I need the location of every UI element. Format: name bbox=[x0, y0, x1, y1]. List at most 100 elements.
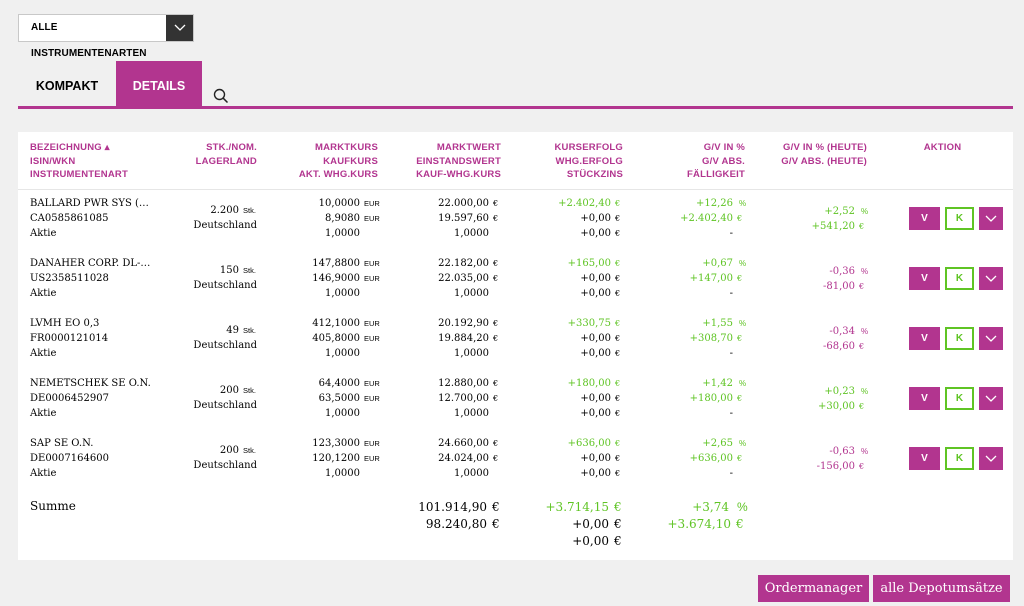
kurserfolg-unit: € bbox=[615, 379, 621, 388]
buy-button[interactable]: K bbox=[945, 447, 974, 470]
chevron-down-icon[interactable] bbox=[979, 207, 1003, 230]
kaufkurs-unit: EUR bbox=[364, 334, 380, 343]
kurs-cell: 64,4000 EUR 63,5000 EUR 1,0000 bbox=[280, 376, 380, 421]
sell-button[interactable]: V bbox=[909, 447, 940, 470]
einstand-unit: € bbox=[493, 214, 499, 223]
header-bezeichnung[interactable]: BEZEICHNUNG ▴ ISIN/WKN INSTRUMENTENART bbox=[30, 142, 128, 180]
buy-button[interactable]: K bbox=[945, 207, 974, 230]
whg-erfolg-unit: € bbox=[615, 334, 621, 343]
instrument-type: Aktie bbox=[30, 468, 57, 479]
faelligkeit: - bbox=[729, 288, 733, 299]
chevron-down-icon[interactable] bbox=[979, 267, 1003, 290]
instrument-type: Aktie bbox=[30, 228, 57, 239]
gv-heute-abs: -156,00 bbox=[816, 461, 855, 472]
kaufkurs-unit: EUR bbox=[364, 454, 380, 463]
whg-erfolg: +0,00 bbox=[580, 333, 611, 344]
marktwert-unit: € bbox=[493, 199, 499, 208]
einstandswert: 19.884,20 bbox=[438, 333, 489, 344]
einstand-unit: € bbox=[493, 334, 499, 343]
gv-heute-pct-unit: % bbox=[861, 267, 869, 276]
gv-heute-abs: +30,00 bbox=[817, 401, 855, 412]
faelligkeit: - bbox=[729, 348, 733, 359]
header-gv-heute[interactable]: G/V IN % (HEUTE) G/V ABS. (HEUTE) bbox=[781, 142, 867, 167]
kauf-whg-kurs: 1,0000 bbox=[454, 288, 489, 299]
whg-kurs: 1,0000 bbox=[325, 348, 360, 359]
faelligkeit: - bbox=[729, 228, 733, 239]
instrument-name[interactable]: LVMH EO 0,3 bbox=[30, 318, 100, 329]
whg-kurs: 1,0000 bbox=[325, 228, 360, 239]
erfolg-cell: +2.402,40 € +0,00 € +0,00 € bbox=[530, 196, 623, 241]
instrument-name[interactable]: SAP SE O.N. bbox=[30, 438, 94, 449]
gv-abs: +636,00 bbox=[689, 453, 733, 464]
gv-heute-pct: -0,34 bbox=[829, 326, 855, 337]
marktkurs-unit: EUR bbox=[364, 259, 380, 268]
chevron-down-icon[interactable] bbox=[979, 447, 1003, 470]
marktkurs-unit: EUR bbox=[364, 379, 380, 388]
buy-button[interactable]: K bbox=[945, 387, 974, 410]
tab-details[interactable]: DETAILS bbox=[116, 61, 202, 106]
gv-abs: +147,00 bbox=[689, 273, 733, 284]
stk-cell: 150 Stk. Deutschland bbox=[180, 263, 257, 293]
instrument-type-select[interactable]: ALLE INSTRUMENTENARTEN bbox=[18, 14, 194, 59]
marktwert: 22.182,00 bbox=[438, 258, 489, 269]
instrument-type: Aktie bbox=[30, 348, 57, 359]
search-icon[interactable] bbox=[212, 75, 230, 104]
sell-button[interactable]: V bbox=[909, 387, 940, 410]
header-stk[interactable]: STK./NOM. LAGERLAND bbox=[195, 142, 257, 167]
sell-button[interactable]: V bbox=[909, 207, 940, 230]
chevron-down-icon[interactable] bbox=[166, 15, 193, 41]
kurserfolg: +165,00 bbox=[567, 258, 611, 269]
depot-table-card bbox=[18, 132, 1013, 560]
instrument-type-label: ALLE INSTRUMENTENARTEN bbox=[31, 22, 147, 59]
marktwert-unit: € bbox=[493, 379, 499, 388]
gv-abs: +180,00 bbox=[689, 393, 733, 404]
gv-heute-pct: +2,52 bbox=[824, 206, 855, 217]
header-marktkurs[interactable]: MARKTKURS KAUFKURS AKT. WHG.KURS bbox=[298, 142, 378, 180]
gv-heute-abs: -68,60 bbox=[822, 341, 855, 352]
chevron-down-icon[interactable] bbox=[979, 387, 1003, 410]
row-actions: V K bbox=[909, 327, 1003, 350]
header-kurserfolg[interactable]: KURSERFOLG WHG.ERFOLG STÜCKZINS bbox=[554, 142, 623, 180]
sell-button[interactable]: V bbox=[909, 267, 940, 290]
instrument-cell[interactable]: DANAHER CORP. DL-… US2358511028 Aktie bbox=[30, 256, 150, 301]
instrument-isin: US2358511028 bbox=[30, 273, 109, 284]
instrument-cell[interactable]: LVMH EO 0,3 FR0000121014 Aktie bbox=[30, 316, 108, 361]
summe-kurserfolg: +3.714,15 € +0,00 € +0,00 € bbox=[545, 500, 622, 548]
marktkurs-unit: EUR bbox=[364, 319, 380, 328]
kurs-cell: 123,3000 EUR 120,1200 EUR 1,0000 bbox=[280, 436, 380, 481]
kaufkurs: 120,1200 bbox=[312, 453, 360, 464]
sell-button[interactable]: V bbox=[909, 327, 940, 350]
gv-pct: +0,67 bbox=[702, 258, 733, 269]
gv-pct: +12,26 bbox=[695, 198, 733, 209]
marktwert: 12.880,00 bbox=[438, 378, 489, 389]
gv-abs: +308,70 bbox=[689, 333, 733, 344]
erfolg-cell: +636,00 € +0,00 € +0,00 € bbox=[530, 436, 623, 481]
buy-button[interactable]: K bbox=[945, 327, 974, 350]
depotumsaetze-button[interactable]: alle Depotumsätze bbox=[873, 575, 1010, 602]
einstand-unit: € bbox=[493, 394, 499, 403]
instrument-name[interactable]: DANAHER CORP. DL-… bbox=[30, 258, 151, 269]
ordermanager-button[interactable]: Ordermanager bbox=[758, 575, 869, 602]
marktwert-unit: € bbox=[493, 439, 499, 448]
whg-erfolg-unit: € bbox=[615, 274, 621, 283]
kurs-cell: 147,8800 EUR 146,9000 EUR 1,0000 bbox=[280, 256, 380, 301]
header-gv[interactable]: G/V IN % G/V ABS. FÄLLIGKEIT bbox=[687, 142, 745, 180]
instrument-name[interactable]: NEMETSCHEK SE O.N. bbox=[30, 378, 151, 389]
gv-heute-cell: +2,52% +541,20 € bbox=[760, 204, 869, 234]
instrument-name[interactable]: BALLARD PWR SYS (… bbox=[30, 198, 149, 209]
gv-pct-unit: % bbox=[739, 379, 747, 388]
instrument-isin: DE0006452907 bbox=[30, 393, 109, 404]
erfolg-cell: +330,75 € +0,00 € +0,00 € bbox=[530, 316, 623, 361]
tab-kompakt[interactable]: KOMPAKT bbox=[35, 79, 99, 93]
instrument-cell[interactable]: NEMETSCHEK SE O.N. DE0006452907 Aktie bbox=[30, 376, 151, 421]
gv-abs-unit: € bbox=[737, 274, 743, 283]
kaufkurs: 8,9080 bbox=[325, 213, 360, 224]
kauf-whg-kurs: 1,0000 bbox=[454, 408, 489, 419]
instrument-isin: CA0585861085 bbox=[30, 213, 109, 224]
instrument-cell[interactable]: BALLARD PWR SYS (… CA0585861085 Aktie bbox=[30, 196, 149, 241]
buy-button[interactable]: K bbox=[945, 267, 974, 290]
instrument-cell[interactable]: SAP SE O.N. DE0007164600 Aktie bbox=[30, 436, 109, 481]
gv-cell: +0,67% +147,00 € - bbox=[650, 256, 747, 301]
chevron-down-icon[interactable] bbox=[979, 327, 1003, 350]
header-marktwert[interactable]: MARKTWERT EINSTANDSWERT KAUF-WHG.KURS bbox=[416, 142, 501, 180]
